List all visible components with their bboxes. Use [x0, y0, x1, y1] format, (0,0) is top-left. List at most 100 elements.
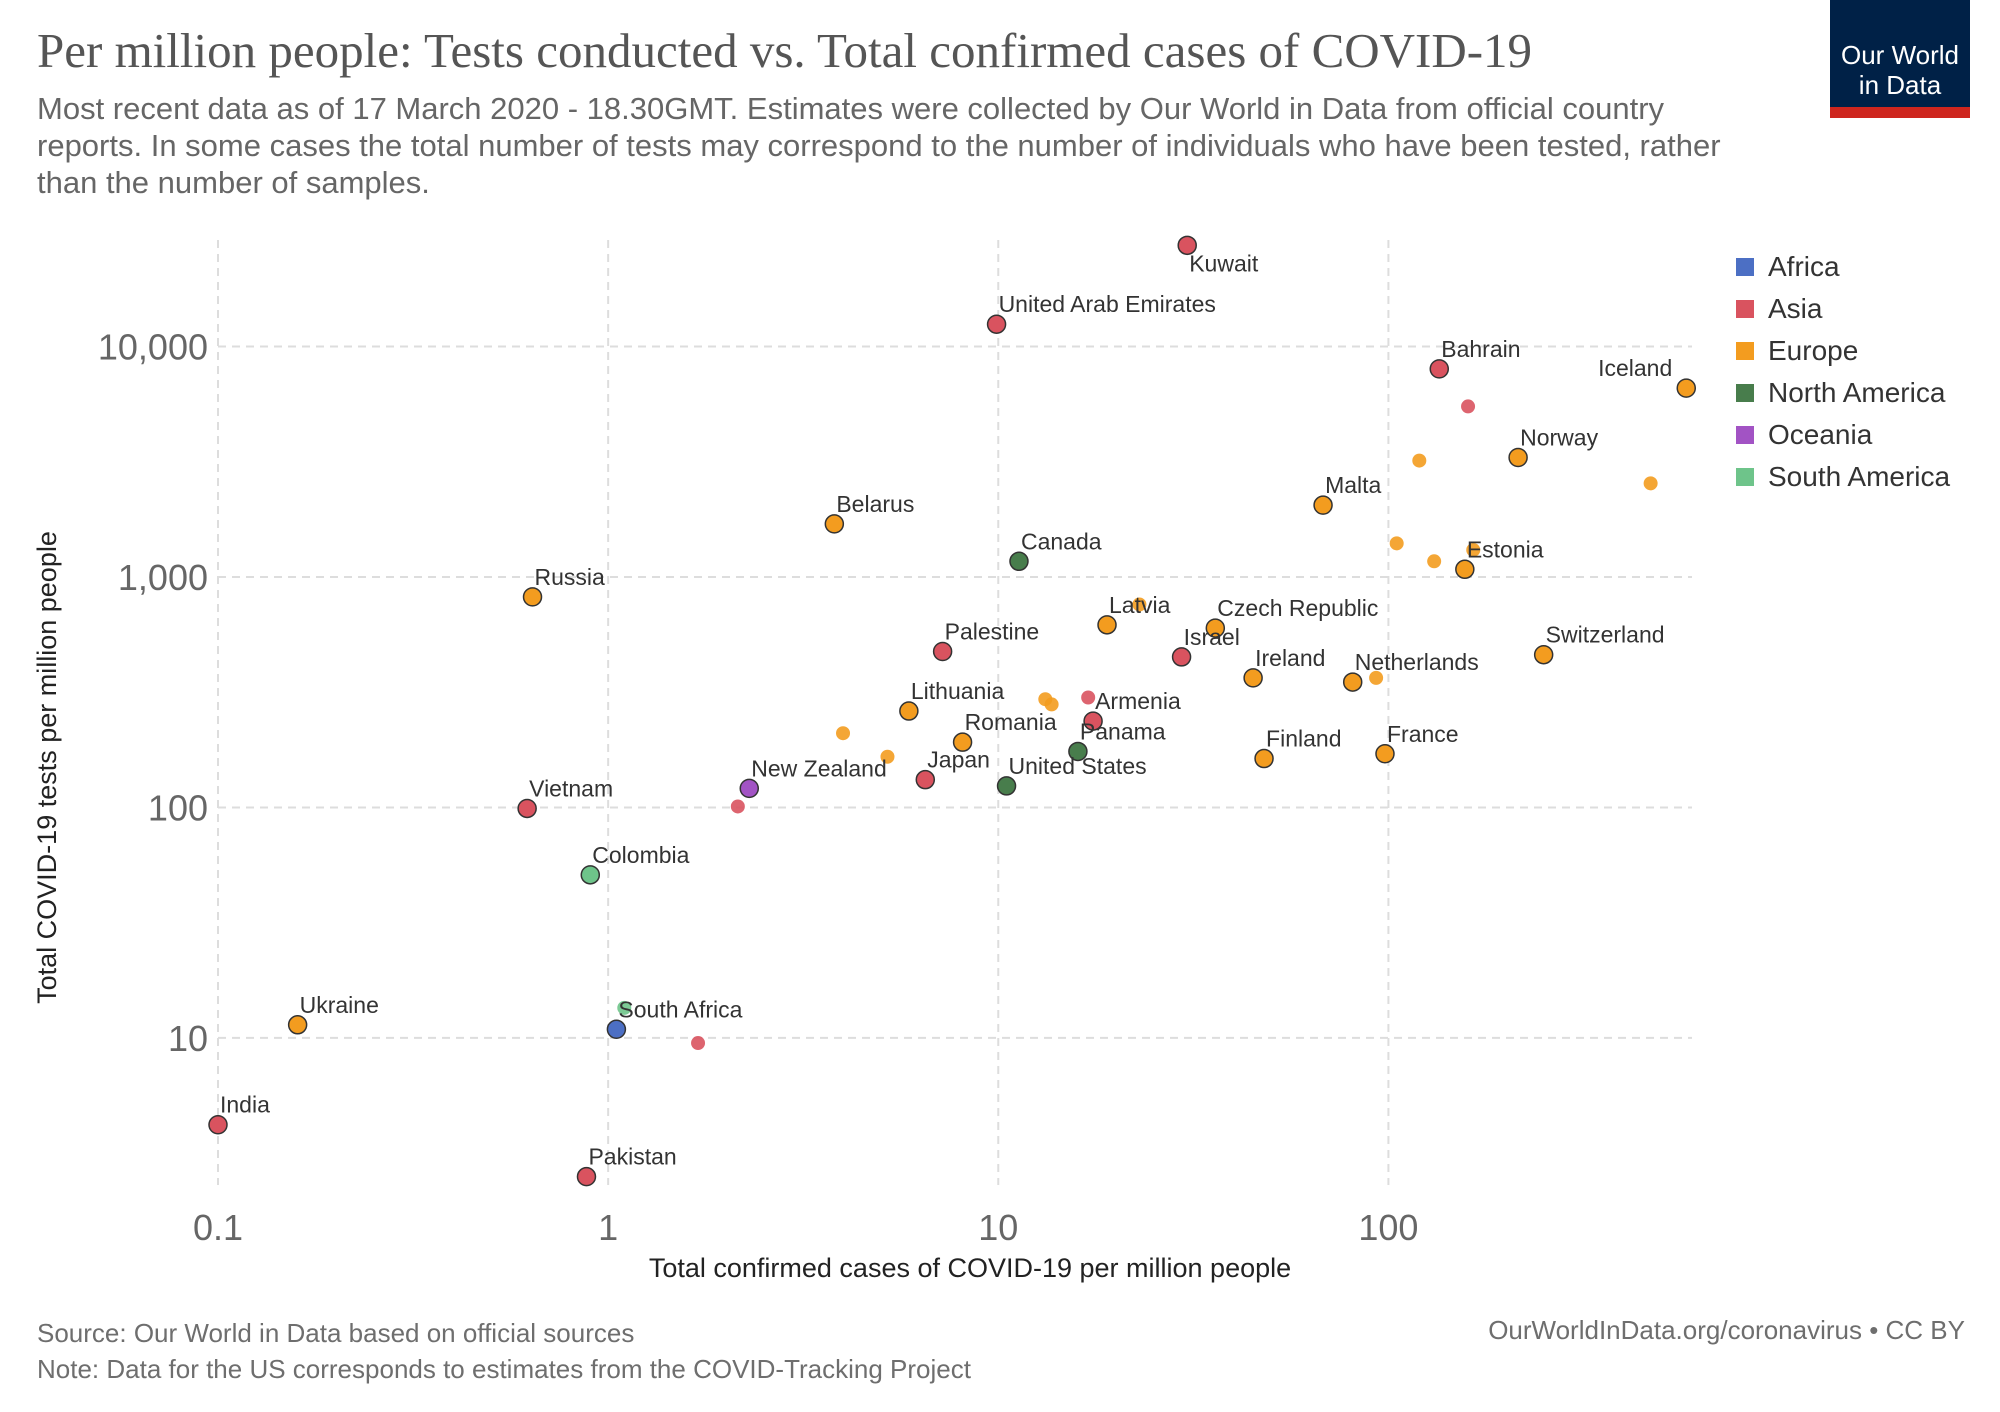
logo-accent-bar [1830, 107, 1970, 118]
data-point[interactable] [880, 749, 895, 764]
data-point-japan[interactable] [915, 769, 936, 790]
legend-label: North America [1768, 377, 1946, 408]
data-label: Iceland [1598, 355, 1672, 381]
data-point-russia[interactable] [522, 587, 543, 607]
data-label: Bahrain [1441, 336, 1520, 362]
data-point-ireland[interactable] [1243, 668, 1263, 688]
data-label: Colombia [592, 842, 689, 868]
gridlines [217, 240, 1692, 1185]
data-point-kuwait[interactable] [1177, 235, 1197, 256]
logo-line-2: in Data [1858, 70, 1942, 100]
legend-label: Europe [1768, 335, 1859, 366]
data-point-estonia[interactable] [1455, 559, 1475, 580]
data-point-lithuania[interactable] [899, 701, 919, 721]
data-point-belarus[interactable] [824, 514, 845, 534]
axes: 0.1 1 10 100 10 100 1,000 10,000 Total confirmed… [32, 327, 1418, 1283]
data-label: United Arab Emirates [999, 291, 1216, 317]
legend-label: Oceania [1768, 419, 1873, 450]
y-tick-label: 10,000 [98, 327, 208, 368]
data-point-bahrain[interactable] [1429, 359, 1450, 379]
data-label: India [220, 1092, 270, 1118]
data-point[interactable] [691, 1036, 706, 1051]
data-label: Pakistan [588, 1144, 676, 1170]
data-point[interactable] [1412, 453, 1427, 468]
data-point-pakistan[interactable] [576, 1166, 597, 1187]
data-point-canada[interactable] [1009, 551, 1029, 572]
legend-swatch [1736, 426, 1754, 444]
data-point[interactable] [1389, 536, 1404, 551]
data-label: Netherlands [1355, 649, 1479, 675]
data-label: Romania [965, 709, 1057, 735]
logo-line-1: Our World [1841, 40, 1959, 70]
data-point-united-states[interactable] [996, 776, 1017, 796]
data-label: South Africa [618, 996, 742, 1022]
y-tick-label: 100 [148, 787, 208, 828]
data-points [208, 235, 1697, 1187]
data-point[interactable] [1466, 542, 1481, 557]
data-point-romania[interactable] [952, 732, 973, 752]
data-point[interactable] [1643, 476, 1658, 491]
data-point[interactable] [1369, 670, 1384, 685]
data-labels: Kuwait United Arab Emirates Bahrain Iceland… [220, 250, 1672, 1169]
data-point-palestine[interactable] [932, 641, 953, 662]
legend-swatch [1736, 300, 1754, 318]
legend-swatch [1736, 468, 1754, 486]
data-label: Norway [1520, 425, 1598, 451]
data-point-netherlands[interactable] [1342, 672, 1363, 692]
data-point-panama[interactable] [1068, 741, 1088, 762]
data-label: Panama [1080, 718, 1166, 744]
data-point[interactable] [730, 799, 745, 814]
data-point-france[interactable] [1375, 744, 1395, 764]
data-point[interactable] [1044, 697, 1059, 712]
source-note: Source: Our World in Data based on offic… [37, 1318, 635, 1348]
data-label: Kuwait [1189, 250, 1259, 276]
y-tick-label: 1,000 [118, 557, 208, 598]
data-label: Belarus [836, 491, 914, 517]
data-point-iceland[interactable] [1676, 378, 1697, 398]
legend-item-north-america[interactable]: North America [1736, 372, 1950, 414]
data-point-israel[interactable] [1171, 647, 1192, 667]
data-point-united-arab-emirates[interactable] [986, 314, 1007, 334]
data-point-armenia[interactable] [1083, 711, 1103, 731]
y-axis-label: Total COVID-19 tests per million people [32, 531, 62, 1004]
data-label: Armenia [1095, 688, 1181, 714]
x-axis-label: Total confirmed cases of COVID-19 per mi… [649, 1253, 1291, 1283]
data-point-latvia[interactable] [1097, 615, 1117, 635]
legend-item-europe[interactable]: Europe [1736, 330, 1950, 372]
data-point-india[interactable] [208, 1114, 228, 1135]
data-label: Japan [927, 747, 990, 773]
legend-swatch [1736, 384, 1754, 402]
data-point[interactable] [1081, 690, 1096, 705]
legend: Africa Asia Europe North America Oceania Sout… [1736, 246, 1950, 498]
data-point[interactable] [1461, 399, 1476, 414]
data-point-new-zealand[interactable] [739, 778, 760, 799]
legend-item-africa[interactable]: Africa [1736, 246, 1950, 288]
footer-credit[interactable]: OurWorldInData.org/coronavirus • CC BY [1488, 1315, 1965, 1345]
legend-item-south-america[interactable]: South America [1736, 456, 1950, 498]
y-tick-label: 10 [168, 1018, 208, 1059]
data-point-malta[interactable] [1313, 495, 1333, 515]
data-point-norway[interactable] [1508, 447, 1528, 468]
data-label: Latvia [1109, 592, 1171, 618]
data-label: Lithuania [911, 678, 1005, 704]
data-point[interactable] [1427, 554, 1442, 569]
data-point-finland[interactable] [1254, 748, 1274, 769]
legend-item-oceania[interactable]: Oceania [1736, 414, 1950, 456]
data-label: Estonia [1467, 536, 1544, 562]
data-point-vietnam[interactable] [517, 798, 537, 819]
owid-logo[interactable]: Our World in Data [1830, 0, 1970, 118]
data-point-czech-republic[interactable] [1205, 618, 1226, 638]
chart-title: Per million people: Tests conducted vs. … [37, 23, 1533, 78]
data-label: Russia [535, 564, 606, 590]
data-point-colombia[interactable] [580, 865, 601, 885]
data-point[interactable] [1132, 597, 1147, 612]
data-point[interactable] [617, 1000, 632, 1015]
data-point-switzerland[interactable] [1533, 644, 1554, 665]
legend-item-asia[interactable]: Asia [1736, 288, 1950, 330]
data-point-ukraine[interactable] [287, 1015, 308, 1035]
x-tick-label: 10 [978, 1207, 1018, 1248]
data-label: Ukraine [300, 992, 379, 1018]
data-point[interactable] [836, 726, 851, 741]
data-point-south-africa[interactable] [606, 1019, 627, 1040]
